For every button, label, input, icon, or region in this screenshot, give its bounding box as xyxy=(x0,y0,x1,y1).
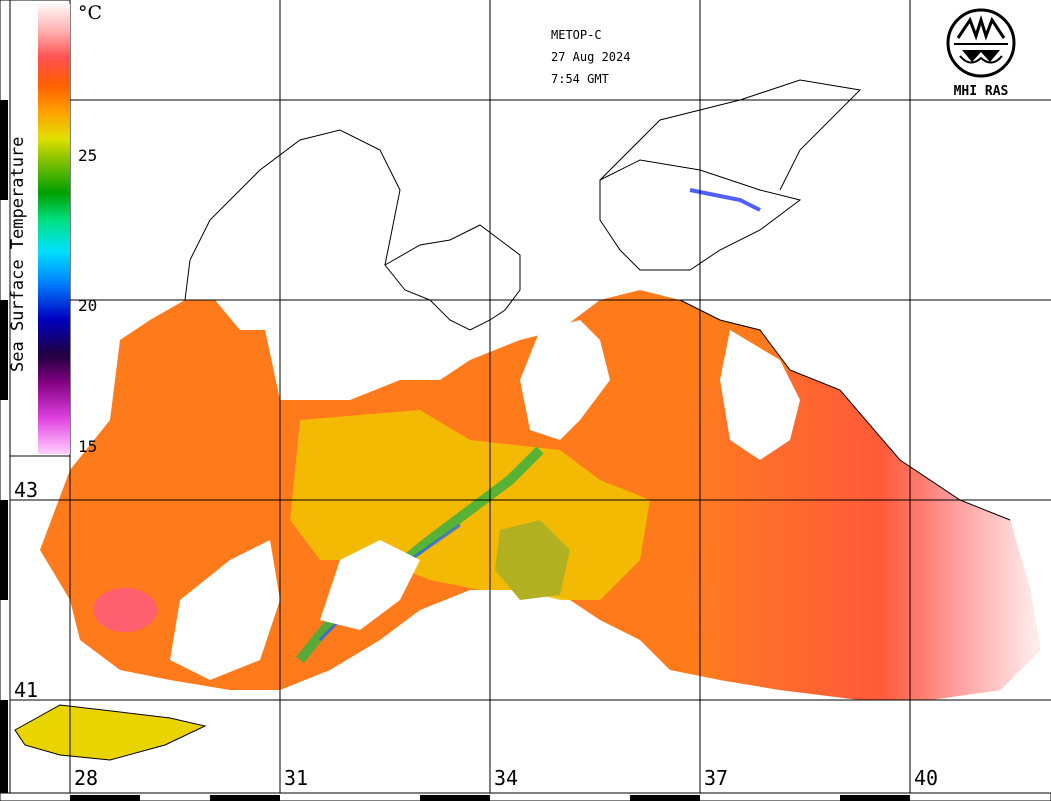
southwest-pink-patch xyxy=(93,588,157,632)
lat-label-43: 43 xyxy=(14,478,39,502)
cloud-gap xyxy=(320,540,420,630)
colorbar-tick-20: 20 xyxy=(78,296,98,315)
colorbar-tick-15: 15 xyxy=(78,437,98,456)
azov-north-coast xyxy=(599,79,862,191)
crimea-coast xyxy=(384,224,521,331)
left-scale-strip xyxy=(0,0,11,801)
acquisition-date: 27 Aug 2024 xyxy=(551,50,631,64)
cloud-gap xyxy=(170,540,280,680)
lon-label-37: 37 xyxy=(704,766,729,790)
bottom-scale-strip xyxy=(0,792,1051,801)
mhi-ras-logo: MHI RAS xyxy=(944,8,1018,99)
acquisition-time: 7:54 GMT xyxy=(551,72,609,86)
cloud-gap xyxy=(720,330,800,460)
lon-label-34: 34 xyxy=(494,766,519,790)
colorbar-tick-25: 25 xyxy=(78,146,98,165)
colorbar-unit: °C xyxy=(78,2,103,24)
northwest-coast xyxy=(184,129,401,301)
logo-text: MHI RAS xyxy=(953,84,1009,99)
satellite-name: METOP-C xyxy=(551,28,602,42)
mhi-ras-logo-icon xyxy=(946,8,1016,78)
colorbar-title: Sea Surface Temperature xyxy=(8,136,28,372)
lon-label-40: 40 xyxy=(914,766,939,790)
east-warm-area xyxy=(690,370,1040,700)
azov-cloud-edge xyxy=(689,188,761,212)
lon-label-28: 28 xyxy=(74,766,99,790)
marmara-sea xyxy=(14,704,207,761)
lon-label-31: 31 xyxy=(284,766,309,790)
lat-label-41: 41 xyxy=(14,678,39,702)
caucasus-coast xyxy=(679,299,1011,521)
colorbar-gradient xyxy=(38,4,70,454)
cloud-gap xyxy=(520,320,610,440)
acquisition-info: METOP-C 27 Aug 2024 7:54 GMT xyxy=(551,24,630,90)
olive-patch xyxy=(495,520,570,600)
